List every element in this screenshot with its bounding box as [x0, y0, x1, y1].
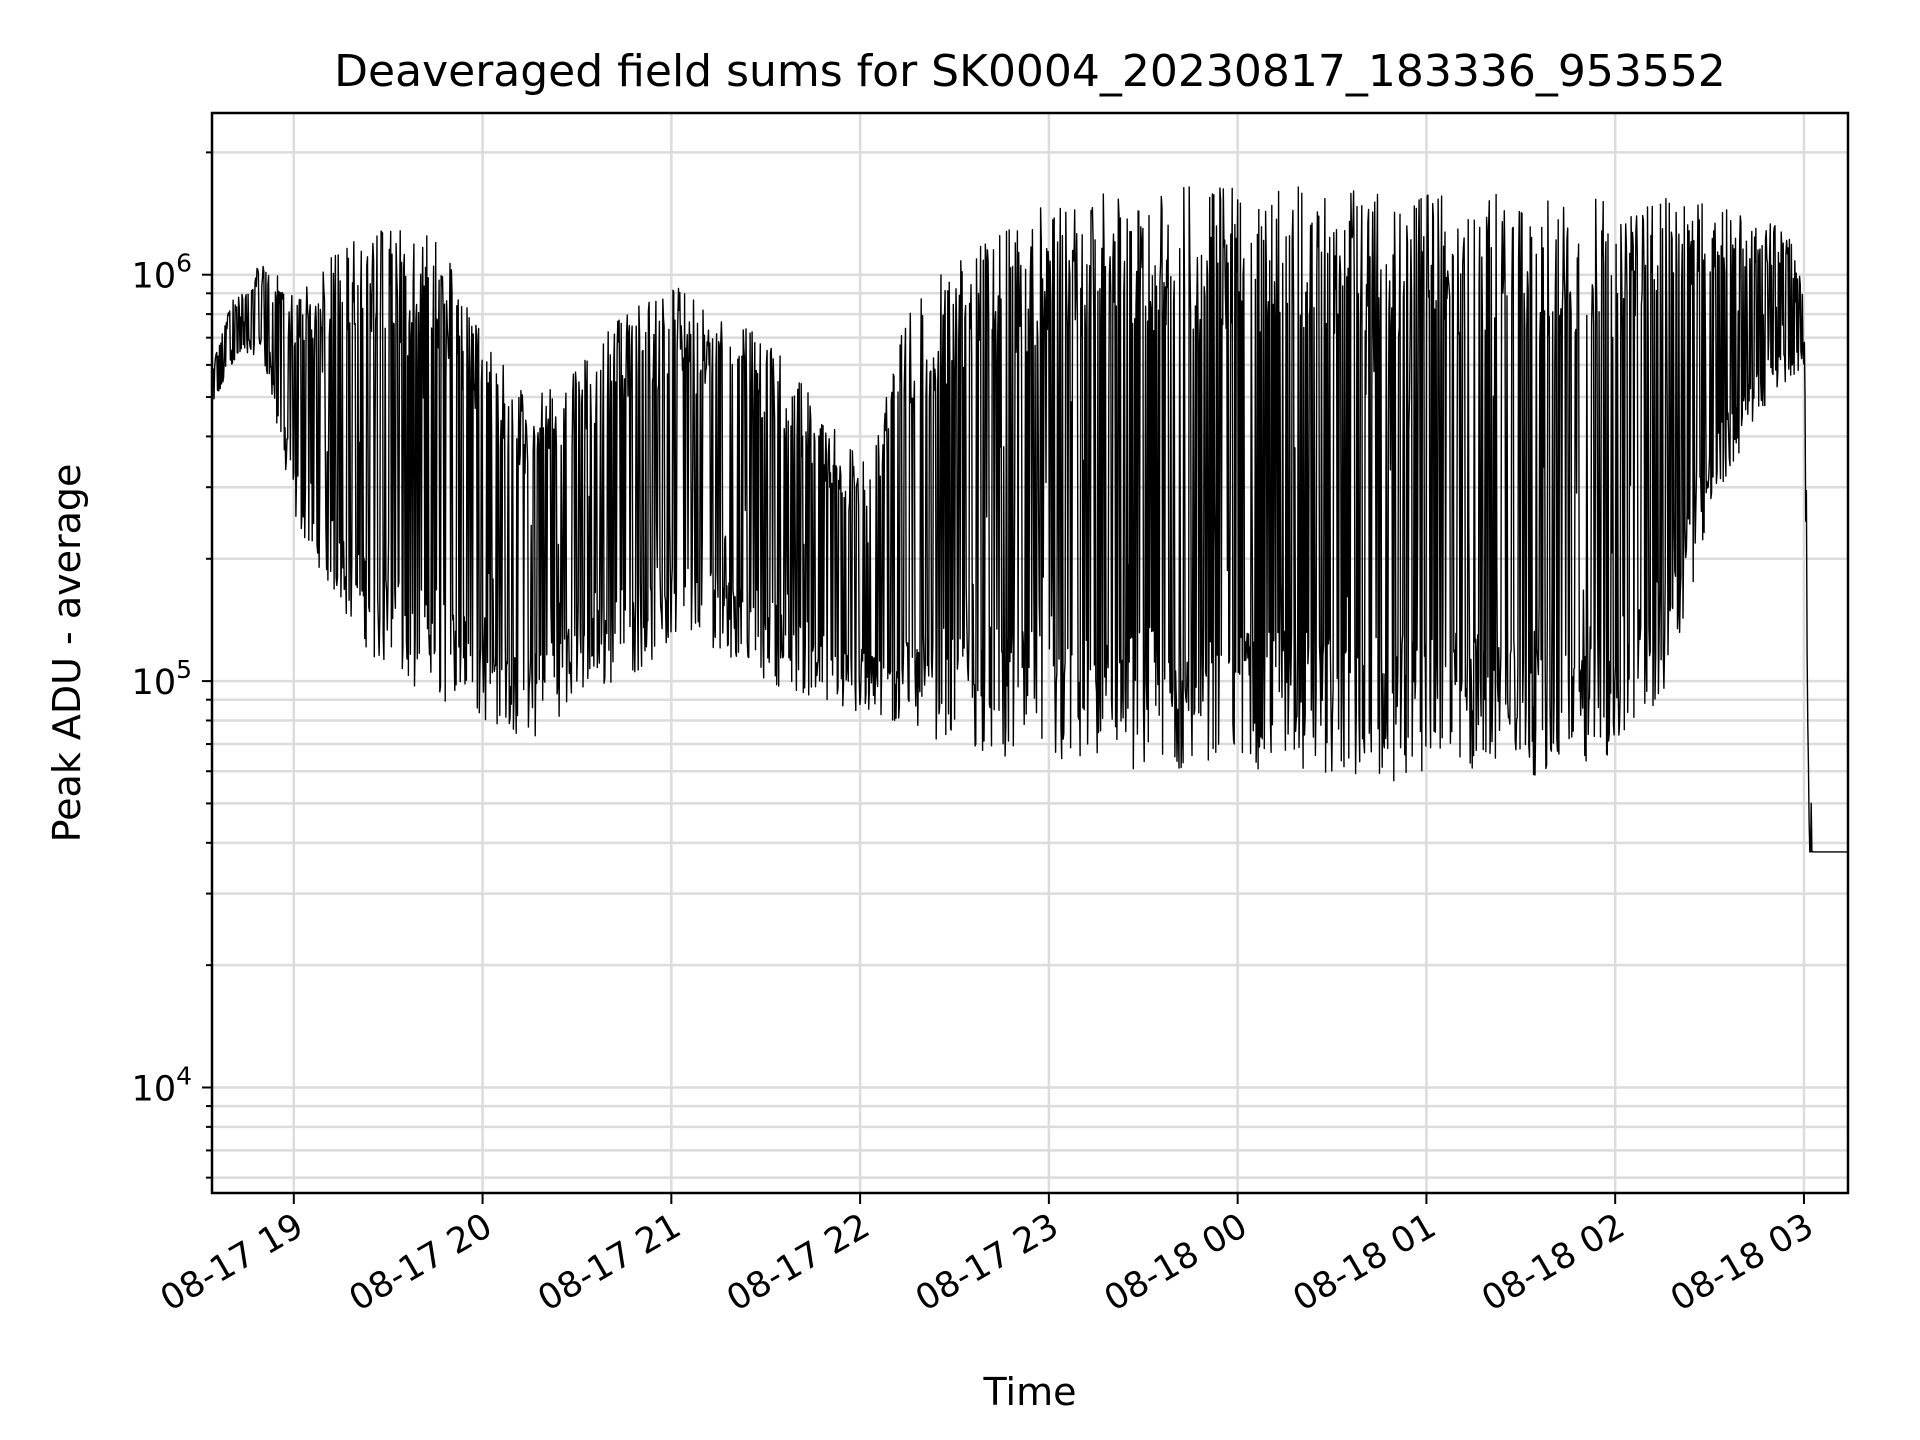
- x-tick-label: 08-18 00: [1098, 1206, 1254, 1319]
- series-layer: [211, 186, 1849, 853]
- x-tick-label: 08-17 23: [909, 1206, 1065, 1319]
- y-tick-label: 105: [132, 655, 192, 703]
- series-line: [211, 186, 1849, 853]
- y-tick-label: 106: [132, 249, 192, 297]
- y-tick-label-base: 10: [132, 1069, 177, 1109]
- x-axis: 08-17 19 08-17 20 08-17 21 08-17 22 08-17 23…: [154, 1193, 1820, 1319]
- y-axis-label: Peak ADU - average: [45, 464, 89, 843]
- y-tick-label-exponent: 4: [176, 1061, 192, 1090]
- x-tick-label: 08-17 20: [343, 1206, 499, 1319]
- y-tick-label: 104: [132, 1061, 192, 1109]
- x-tick-label: 08-17 22: [720, 1206, 876, 1319]
- x-tick-label: 08-18 02: [1475, 1206, 1631, 1319]
- x-tick-label: 08-18 01: [1287, 1206, 1443, 1319]
- x-tick-label: 08-17 21: [532, 1206, 688, 1319]
- plot-frame: [210, 111, 1850, 1195]
- y-tick-label-base: 10: [132, 257, 177, 297]
- y-tick-label-exponent: 5: [176, 655, 192, 684]
- x-axis-label: Time: [983, 1370, 1077, 1414]
- x-tick-label: 08-17 19: [154, 1206, 310, 1319]
- y-tick-label-base: 10: [132, 663, 177, 703]
- y-tick-label-exponent: 6: [176, 249, 192, 278]
- chart-title: Deaveraged field sums for SK0004_2023081…: [334, 46, 1726, 97]
- x-tick-label: 08-18 03: [1664, 1206, 1820, 1319]
